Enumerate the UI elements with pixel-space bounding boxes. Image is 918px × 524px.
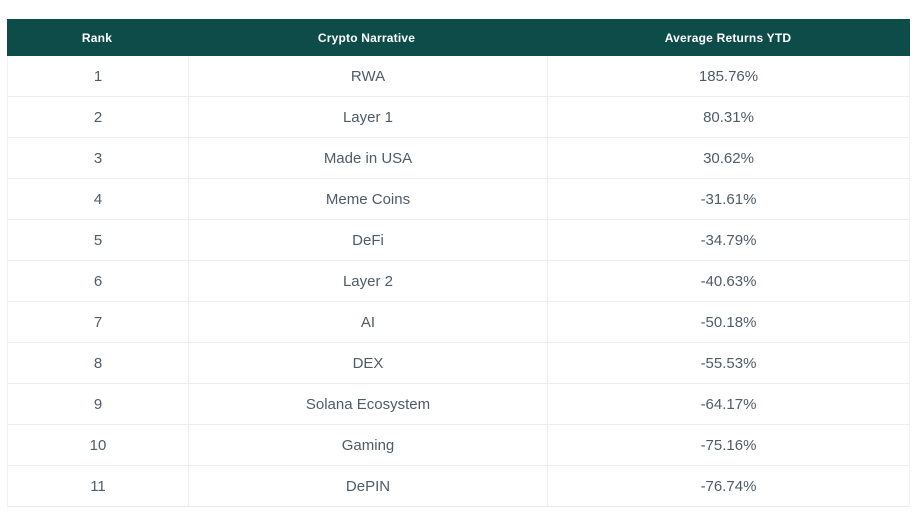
crypto-narrative-table: Rank Crypto Narrative Average Returns YT… — [7, 19, 910, 507]
cell-returns: -64.17% — [547, 384, 909, 424]
cell-rank: 6 — [93, 272, 103, 290]
cell-returns: -50.18% — [547, 302, 909, 342]
cell-rank: 7 — [93, 313, 103, 331]
table-row: 7 AI -50.18% — [8, 302, 909, 343]
cell-returns: -40.63% — [547, 261, 909, 301]
cell-rank: 2 — [93, 108, 103, 126]
cell-returns: -34.79% — [547, 220, 909, 260]
table-body: 1 RWA 185.76% 2 Layer 1 80.31% 3 Made in… — [7, 56, 910, 507]
cell-rank: 5 — [93, 231, 103, 249]
cell-returns: -55.53% — [547, 343, 909, 383]
table-row: 11 DePIN -76.74% — [8, 466, 909, 506]
cell-rank: 8 — [93, 354, 103, 372]
table-row: 5 DeFi -34.79% — [8, 220, 909, 261]
cell-rank: 3 — [93, 149, 103, 167]
table-row: 1 RWA 185.76% — [8, 56, 909, 97]
header-average-returns-ytd: Average Returns YTD — [664, 30, 792, 45]
table-row: 8 DEX -55.53% — [8, 343, 909, 384]
cell-narrative: AI — [188, 302, 547, 342]
cell-narrative: Made in USA — [188, 138, 547, 178]
cell-returns: -76.74% — [547, 466, 909, 506]
cell-narrative: Solana Ecosystem — [188, 384, 547, 424]
table-row: 9 Solana Ecosystem -64.17% — [8, 384, 909, 425]
cell-narrative: Layer 2 — [188, 261, 547, 301]
cell-narrative: DeFi — [188, 220, 547, 260]
cell-returns: 80.31% — [547, 97, 909, 137]
cell-returns: -31.61% — [547, 179, 909, 219]
table-header-row: Rank Crypto Narrative Average Returns YT… — [7, 19, 910, 56]
cell-rank: 10 — [89, 436, 107, 454]
cell-narrative: DePIN — [188, 466, 547, 506]
cell-narrative: RWA — [188, 56, 547, 96]
cell-returns: 185.76% — [547, 56, 909, 96]
cell-returns: 30.62% — [547, 138, 909, 178]
table-row: 2 Layer 1 80.31% — [8, 97, 909, 138]
cell-returns: -75.16% — [547, 425, 909, 465]
cell-rank: 9 — [93, 395, 103, 413]
cell-rank: 4 — [93, 190, 103, 208]
header-rank: Rank — [81, 30, 113, 45]
cell-narrative: Gaming — [188, 425, 547, 465]
cell-narrative: Layer 1 — [188, 97, 547, 137]
cell-rank: 11 — [90, 477, 106, 495]
cell-narrative: Meme Coins — [188, 179, 547, 219]
table-row: 3 Made in USA 30.62% — [8, 138, 909, 179]
table-row: 4 Meme Coins -31.61% — [8, 179, 909, 220]
table-row: 10 Gaming -75.16% — [8, 425, 909, 466]
cell-rank: 1 — [93, 67, 103, 85]
header-crypto-narrative: Crypto Narrative — [317, 30, 416, 45]
cell-narrative: DEX — [188, 343, 547, 383]
table-row: 6 Layer 2 -40.63% — [8, 261, 909, 302]
